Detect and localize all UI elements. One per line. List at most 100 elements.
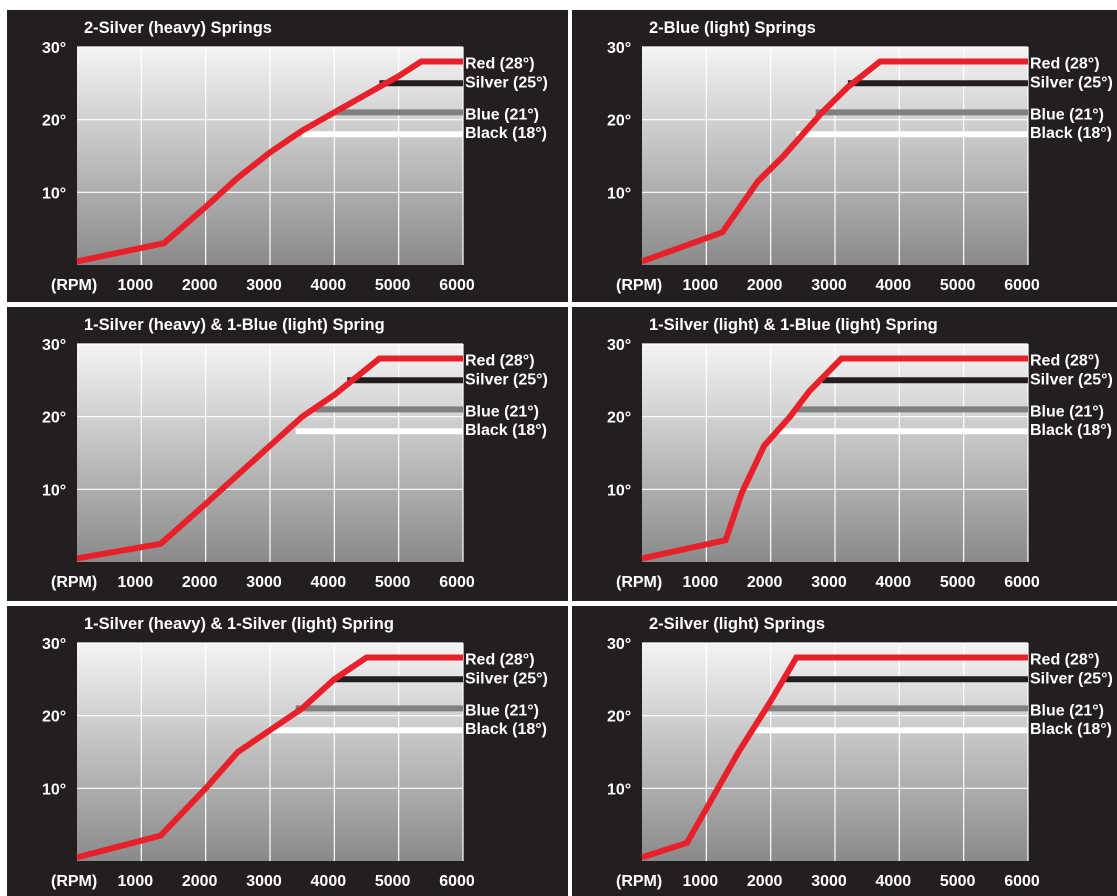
- y-tick-label: 20°: [42, 709, 66, 726]
- x-tick-label: 5000: [375, 873, 411, 890]
- y-tick-label: 20°: [607, 709, 631, 726]
- x-tick-label: 4000: [876, 277, 912, 294]
- chart-panel-6: 2-Silver (light) Springs 10° 20° 30° (RPM) 10…: [572, 606, 1117, 896]
- x-tick-label: 2000: [747, 277, 783, 294]
- y-tick-label: 20°: [607, 410, 631, 427]
- x-tick-label: 6000: [439, 873, 475, 890]
- x-tick-label: 1000: [683, 277, 719, 294]
- legend-label-2: Silver (25°): [1030, 670, 1113, 687]
- chart-title: 2-Blue (light) Springs: [649, 19, 816, 37]
- chart-panel-5: 1-Silver (heavy) & 1-Silver (light) Spri…: [7, 606, 568, 896]
- y-tick-label: 30°: [42, 337, 66, 354]
- y-tick-label: 10°: [42, 185, 66, 202]
- chart-title: 1-Silver (light) & 1-Blue (light) Spring: [649, 316, 938, 334]
- series-line-1: [641, 355, 1028, 562]
- y-tick-label: 20°: [42, 113, 66, 130]
- x-tick-label: 1000: [683, 574, 719, 591]
- x-tick-label: 5000: [940, 574, 976, 591]
- x-tick-label: 2000: [182, 574, 218, 591]
- x-axis-label: (RPM): [616, 574, 662, 591]
- x-tick-label: 3000: [246, 873, 282, 890]
- legend-label-4: Black (18°): [1030, 721, 1112, 738]
- chart-svg: 1-Silver (light) & 1-Blue (light) Spring…: [607, 316, 1113, 591]
- legend-label-4: Black (18°): [465, 422, 547, 439]
- y-tick-label: 10°: [607, 781, 631, 798]
- x-tick-label: 6000: [1004, 574, 1040, 591]
- legend-label-4: Black (18°): [1030, 422, 1112, 439]
- chart-svg: 2-Silver (light) Springs 10° 20° 30° (RPM) 10…: [607, 615, 1113, 890]
- legend-label-2: Silver (25°): [465, 670, 548, 687]
- series-line-1: [641, 654, 1028, 861]
- x-tick-label: 5000: [940, 873, 976, 890]
- chart-panel-3: 1-Silver (heavy) & 1-Blue (light) Spring…: [7, 307, 568, 601]
- x-tick-label: 6000: [439, 277, 475, 294]
- series-line-1: [640, 58, 1028, 265]
- x-tick-label: 4000: [311, 873, 347, 890]
- x-axis-label: (RPM): [51, 277, 97, 294]
- x-tick-label: 6000: [1004, 873, 1040, 890]
- series-line-1: [76, 654, 463, 861]
- x-tick-label: 3000: [246, 277, 282, 294]
- legend-label-4: Black (18°): [1030, 125, 1112, 142]
- chart-title: 1-Silver (heavy) & 1-Silver (light) Spri…: [84, 615, 394, 633]
- x-tick-label: 1000: [118, 873, 154, 890]
- x-tick-label: 6000: [439, 574, 475, 591]
- x-tick-label: 4000: [311, 277, 347, 294]
- x-axis-label: (RPM): [616, 873, 662, 890]
- legend-label-1: Red (28°): [465, 353, 535, 370]
- x-tick-label: 1000: [683, 873, 719, 890]
- chart-title: 1-Silver (heavy) & 1-Blue (light) Spring: [84, 316, 385, 334]
- chart-svg: 2-Blue (light) Springs 10° 20° 30° (RPM) 1000…: [607, 19, 1113, 294]
- x-tick-label: 3000: [811, 574, 847, 591]
- x-axis-label: (RPM): [616, 277, 662, 294]
- legend-label-2: Silver (25°): [465, 74, 548, 91]
- legend-label-2: Silver (25°): [465, 371, 548, 388]
- x-tick-label: 2000: [747, 873, 783, 890]
- x-tick-label: 2000: [747, 574, 783, 591]
- y-tick-label: 30°: [42, 636, 66, 653]
- y-tick-label: 20°: [607, 113, 631, 130]
- legend-label-1: Red (28°): [1030, 56, 1100, 73]
- legend-label-3: Blue (21°): [465, 403, 539, 420]
- x-tick-label: 4000: [876, 574, 912, 591]
- y-tick-label: 10°: [607, 482, 631, 499]
- legend-label-2: Silver (25°): [1030, 74, 1113, 91]
- series-line-1: [76, 355, 463, 562]
- legend-label-3: Blue (21°): [465, 702, 539, 719]
- x-tick-label: 1000: [118, 574, 154, 591]
- legend-label-1: Red (28°): [1030, 353, 1100, 370]
- x-tick-label: 5000: [940, 277, 976, 294]
- chart-svg: 1-Silver (heavy) & 1-Silver (light) Spri…: [42, 615, 548, 890]
- y-tick-label: 10°: [607, 185, 631, 202]
- legend-label-1: Red (28°): [1030, 652, 1100, 669]
- x-tick-label: 6000: [1004, 277, 1040, 294]
- chart-svg: 2-Silver (heavy) Springs 10° 20° 30° (RPM) 10…: [42, 19, 548, 294]
- legend-label-2: Silver (25°): [1030, 371, 1113, 388]
- chart-panel-1: 2-Silver (heavy) Springs 10° 20° 30° (RPM) 10…: [7, 10, 568, 302]
- chart-panel-2: 2-Blue (light) Springs 10° 20° 30° (RPM) 1000…: [572, 10, 1117, 302]
- x-tick-label: 2000: [182, 277, 218, 294]
- y-tick-label: 30°: [607, 40, 631, 57]
- x-tick-label: 5000: [375, 574, 411, 591]
- x-tick-label: 3000: [811, 873, 847, 890]
- chart-title: 2-Silver (heavy) Springs: [84, 19, 272, 37]
- y-tick-label: 10°: [42, 482, 66, 499]
- legend-label-3: Blue (21°): [1030, 106, 1104, 123]
- x-tick-label: 1000: [118, 277, 154, 294]
- chart-panel-4: 1-Silver (light) & 1-Blue (light) Spring…: [572, 307, 1117, 601]
- x-tick-label: 3000: [811, 277, 847, 294]
- legend-label-3: Blue (21°): [1030, 403, 1104, 420]
- legend-label-3: Blue (21°): [1030, 702, 1104, 719]
- x-tick-label: 5000: [375, 277, 411, 294]
- chart-title: 2-Silver (light) Springs: [649, 615, 825, 633]
- legend-label-1: Red (28°): [465, 652, 535, 669]
- x-tick-label: 4000: [311, 574, 347, 591]
- y-tick-label: 20°: [42, 410, 66, 427]
- series-line-1: [76, 58, 463, 265]
- y-tick-label: 30°: [42, 40, 66, 57]
- x-tick-label: 4000: [876, 873, 912, 890]
- y-tick-label: 30°: [607, 337, 631, 354]
- legend-label-4: Black (18°): [465, 721, 547, 738]
- legend-label-1: Red (28°): [465, 56, 535, 73]
